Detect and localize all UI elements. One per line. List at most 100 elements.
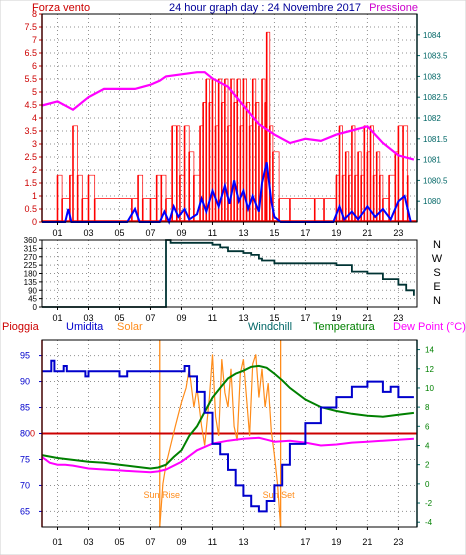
hour-tick-label: 09 xyxy=(176,537,186,547)
wind-gust-bar xyxy=(402,125,404,222)
wind-direction-line xyxy=(42,239,415,308)
pressure-axis-label: 1081 xyxy=(423,156,441,165)
wind-gust-bar xyxy=(341,175,344,222)
wind-pressure-panel: Forza vento 24 hour graph day : 24 Novem… xyxy=(24,2,448,238)
pressure-axis-label: 1082 xyxy=(423,114,441,123)
compass-label: N xyxy=(433,239,441,251)
wind-axis-label: 1 xyxy=(32,191,37,201)
wind-gust-bar xyxy=(272,151,274,222)
hour-tick-label: 09 xyxy=(176,228,186,238)
pressure-axis-label: 1084 xyxy=(423,31,441,40)
wind-gust-bar xyxy=(239,125,242,222)
pressure-axis-label: 1080.5 xyxy=(423,176,448,185)
hour-tick-label: 19 xyxy=(331,313,341,323)
wind-gust-bar xyxy=(131,198,133,222)
wind-gust-bar xyxy=(230,79,232,222)
wind-axis-label: 6 xyxy=(32,61,37,71)
wind-gust-bar xyxy=(149,198,152,222)
wind-gust-bar xyxy=(348,175,350,222)
hour-tick-label: 19 xyxy=(331,228,341,238)
direction-axis-label: 90 xyxy=(28,286,37,295)
legend-label: Solar xyxy=(117,321,143,333)
wind-axis-label: 4.5 xyxy=(24,100,37,110)
wind-gust-bar xyxy=(372,175,375,222)
hour-tick-label: 15 xyxy=(269,228,279,238)
wind-gust-bar xyxy=(224,79,226,222)
wind-gust-bar xyxy=(354,175,356,222)
hour-tick-label: 21 xyxy=(362,313,372,323)
hour-tick-label: 15 xyxy=(269,313,279,323)
temp-axis-label: 8 xyxy=(425,403,430,412)
wind-gust-bar xyxy=(227,125,229,222)
hour-tick-label: 11 xyxy=(208,228,217,238)
wind-axis-label: 7 xyxy=(32,35,37,45)
wind-gust-bar xyxy=(61,198,63,222)
wind-gust-bar xyxy=(141,198,144,222)
wind-gust-bar xyxy=(394,151,397,222)
temp-axis-label: 12 xyxy=(425,365,434,374)
wind-gust-bar xyxy=(76,175,79,222)
humidity-line xyxy=(42,359,414,513)
temp-axis-label: 14 xyxy=(425,346,434,355)
legend-label: Dew Point (°C) xyxy=(393,321,466,333)
direction-axis-label: 360 xyxy=(24,236,38,245)
pressure-axis-title: Pressione xyxy=(369,2,418,14)
temp-axis-label: 4 xyxy=(425,441,430,450)
pressure-axis-label: 1082.5 xyxy=(423,93,448,102)
wind-axis-label: 1.5 xyxy=(24,178,37,188)
wind-frame xyxy=(41,13,418,223)
humidity-axis-label: 75 xyxy=(20,454,30,464)
legend-label: Pioggia xyxy=(2,321,40,333)
hour-tick-label: 03 xyxy=(83,537,93,547)
wind-gust-bar xyxy=(265,32,268,223)
temperature-line xyxy=(41,364,415,470)
wind-gust-bar xyxy=(397,125,400,222)
wind-gust-bar xyxy=(56,175,59,222)
wind-gust-bar xyxy=(357,151,359,222)
wind-gust-bar xyxy=(289,198,291,222)
panel3-legend: Pioggia Umidita Solar Windchill Temperatura D… xyxy=(2,321,466,333)
humidity-axis-label: 70 xyxy=(20,480,30,490)
wind-axis-label: 8 xyxy=(32,9,37,19)
hour-tick-label: 11 xyxy=(208,313,217,323)
direction-frame xyxy=(41,239,418,308)
pressure-axis-label: 1081.5 xyxy=(423,135,448,144)
compass-label: E xyxy=(433,281,440,293)
hour-tick-label: 23 xyxy=(393,313,403,323)
hour-tick-label: 19 xyxy=(331,537,341,547)
wind-gust-bar xyxy=(188,151,191,222)
humidity-axis-label: 95 xyxy=(20,351,30,361)
wind-gust-bar xyxy=(179,175,181,222)
wind-lines xyxy=(41,71,415,225)
temp-axis-label: -2 xyxy=(425,499,433,508)
pressure-line xyxy=(41,71,415,161)
wind-axis-label: 2.5 xyxy=(24,152,37,162)
wind-gust-bar xyxy=(214,125,217,222)
wind-gust-bar xyxy=(366,151,369,222)
hour-tick-label: 05 xyxy=(114,313,124,323)
wind-gust-bar xyxy=(245,102,248,222)
solar-line xyxy=(159,354,282,528)
wind-gust-outline xyxy=(57,31,409,199)
temp-lines: Sun Rise Sun Set xyxy=(41,340,417,528)
legend-label: Temperatura xyxy=(313,321,376,333)
hour-tick-label: 17 xyxy=(300,537,310,547)
hour-tick-label: 17 xyxy=(300,228,310,238)
hour-tick-label: 03 xyxy=(83,313,93,323)
wind-gust-bar xyxy=(202,102,204,222)
hour-tick-label: 05 xyxy=(114,537,124,547)
temp-axis-label: 2 xyxy=(425,461,430,470)
wind-axis-label: 0 xyxy=(32,217,37,227)
wind-gust-bar xyxy=(205,79,208,222)
wind-gust-bar xyxy=(255,102,257,222)
wind-gust-bar xyxy=(251,79,254,222)
wind-gust-bar xyxy=(360,175,363,222)
hour-tick-label: 13 xyxy=(238,313,248,323)
direction-lines xyxy=(42,239,415,308)
wind-axes: 0 0.5 1 1.5 2 2.5 3 3.5 4 4.5 5 5.5 6 6.5 7 7.5 8 1080 108… xyxy=(24,9,448,238)
wind-axis-label: 7.5 xyxy=(24,22,37,32)
wind-gust-bar xyxy=(323,198,325,222)
